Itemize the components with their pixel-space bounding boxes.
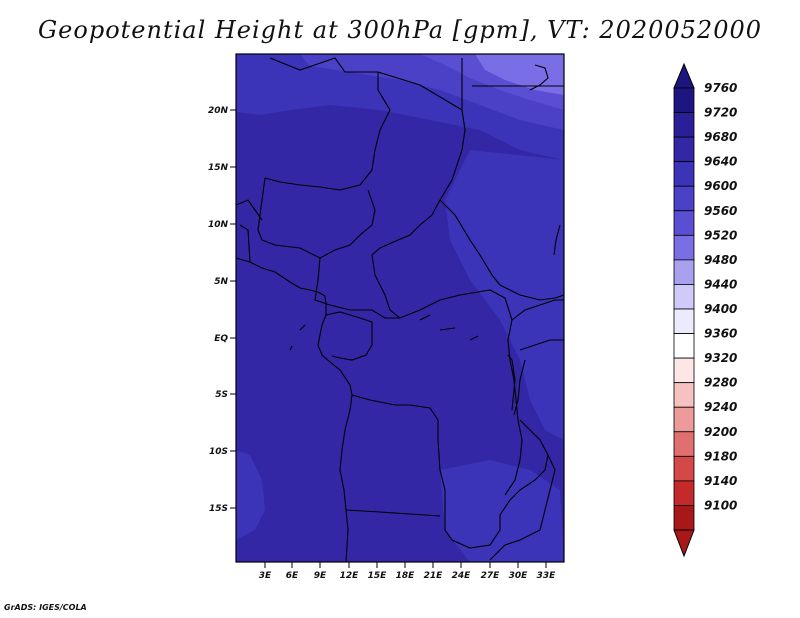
colorbar-level-label: 9200 <box>704 425 737 439</box>
lat-tick-label: 15S <box>209 504 228 514</box>
colorbar-cell <box>673 87 695 113</box>
colorbar-level-label: 9280 <box>704 376 737 390</box>
colorbar-level-label: 9240 <box>704 400 737 414</box>
colorbar-labels: 9760 9720 9680 9640 9600 9560 9520 9480 9440 9400… <box>704 81 737 512</box>
height-field-east-region <box>445 150 564 440</box>
lon-tick: 27E <box>481 562 501 581</box>
colorbar-level-label: 9100 <box>704 498 737 512</box>
colorbar-cell <box>673 406 695 433</box>
lon-tick-label: 30E <box>509 571 529 581</box>
lon-tick-label: 24E <box>452 571 472 581</box>
lon-tick-label: 27E <box>481 571 501 581</box>
colorbar-level-label: 9560 <box>704 204 737 218</box>
colorbar-cells <box>673 87 695 531</box>
lon-tick-label: 6E <box>286 571 299 581</box>
lon-tick: 18E <box>396 562 416 581</box>
lon-tick-label: 21E <box>424 571 444 581</box>
colorbar-cell <box>673 333 695 359</box>
lon-tick-label: 3E <box>259 571 272 581</box>
lat-tick: EQ <box>214 334 236 344</box>
map-panel <box>235 53 565 563</box>
lon-tick-label: 15E <box>368 571 388 581</box>
colorbar-cell <box>673 308 695 334</box>
chart-title: Geopotential Height at 300hPa [gpm], VT:… <box>38 16 762 44</box>
lat-tick-label: EQ <box>214 334 228 344</box>
lon-axis: 3E 6E 9E 12E 15E 18E 21E 24E 27E 30E 33E <box>259 562 556 581</box>
colorbar-cell <box>673 284 695 310</box>
colorbar-level-label: 9320 <box>704 351 737 365</box>
lon-tick-label: 12E <box>340 571 360 581</box>
colorbar-level-label: 9760 <box>704 81 737 95</box>
lat-tick: 5S <box>215 390 236 400</box>
lon-tick: 21E <box>424 562 444 581</box>
lon-tick: 24E <box>452 562 472 581</box>
colorbar-cell <box>673 234 695 261</box>
height-field-southeast-patch <box>440 460 564 562</box>
colorbar-level-label: 9520 <box>704 228 737 242</box>
colorbar-level-label: 9180 <box>704 449 737 463</box>
lat-tick-label: 5N <box>214 277 228 287</box>
lat-tick: 10N <box>208 220 236 230</box>
lon-tick-label: 33E <box>537 571 557 581</box>
colorbar-level-label: 9360 <box>704 327 737 341</box>
lat-tick-label: 10N <box>208 220 229 230</box>
lat-tick-label: 20N <box>208 106 229 116</box>
colorbar-level-label: 9480 <box>704 253 737 267</box>
colorbar-cell <box>673 185 695 212</box>
lat-tick: 15S <box>209 504 236 514</box>
colorbar-level-label: 9720 <box>704 106 737 120</box>
colorbar-bottom-arrow <box>673 529 695 558</box>
lat-axis: 20N 15N 10N 5N EQ 5S 10S 15S <box>208 106 236 514</box>
lat-tick-label: 15N <box>208 163 229 173</box>
lon-tick-label: 18E <box>396 571 416 581</box>
colorbar-cell <box>673 357 695 384</box>
height-field-southwest-patch <box>236 450 265 540</box>
lat-tick: 10S <box>209 447 236 457</box>
lon-tick: 12E <box>340 562 360 581</box>
lon-tick: 30E <box>509 562 529 581</box>
colorbar-cell <box>673 505 695 531</box>
lon-tick-label: 9E <box>314 571 327 581</box>
colorbar-cell <box>673 112 695 138</box>
colorbar-cell <box>673 136 695 163</box>
colorbar-cell <box>673 161 695 187</box>
colorbar-cell <box>673 431 695 457</box>
boundaries <box>235 57 565 563</box>
lat-tick: 5N <box>214 277 236 287</box>
colorbar-level-label: 9440 <box>704 277 737 291</box>
lon-tick: 6E <box>286 562 299 581</box>
lon-tick: 9E <box>314 562 327 581</box>
colorbar-level-label: 9400 <box>704 302 737 316</box>
height-field-band-northeast-peak <box>475 54 564 95</box>
lat-tick: 20N <box>208 106 236 116</box>
colorbar-level-label: 9140 <box>704 474 737 488</box>
colorbar-cell <box>673 210 695 236</box>
lon-tick: 33E <box>537 562 557 581</box>
colorbar-top-arrow <box>673 62 695 89</box>
colorbar-level-label: 9600 <box>704 179 737 193</box>
colorbar-level-label: 9680 <box>704 130 737 144</box>
colorbar-cell <box>673 480 695 506</box>
grads-credit: GrADS: IGES/COLA <box>4 603 87 612</box>
colorbar-cell <box>673 455 695 482</box>
colorbar-cell <box>673 382 695 408</box>
map-frame <box>235 53 565 563</box>
colorbar: 9760 9720 9680 9640 9600 9560 9520 9480 9440 9400… <box>673 62 737 558</box>
colorbar-cell <box>673 259 695 285</box>
colorbar-level-label: 9640 <box>704 155 737 169</box>
lat-tick-label: 5S <box>215 390 228 400</box>
lat-tick-label: 10S <box>209 447 228 457</box>
lon-tick: 3E <box>259 562 272 581</box>
lat-tick: 15N <box>208 163 236 173</box>
lon-tick: 15E <box>368 562 388 581</box>
